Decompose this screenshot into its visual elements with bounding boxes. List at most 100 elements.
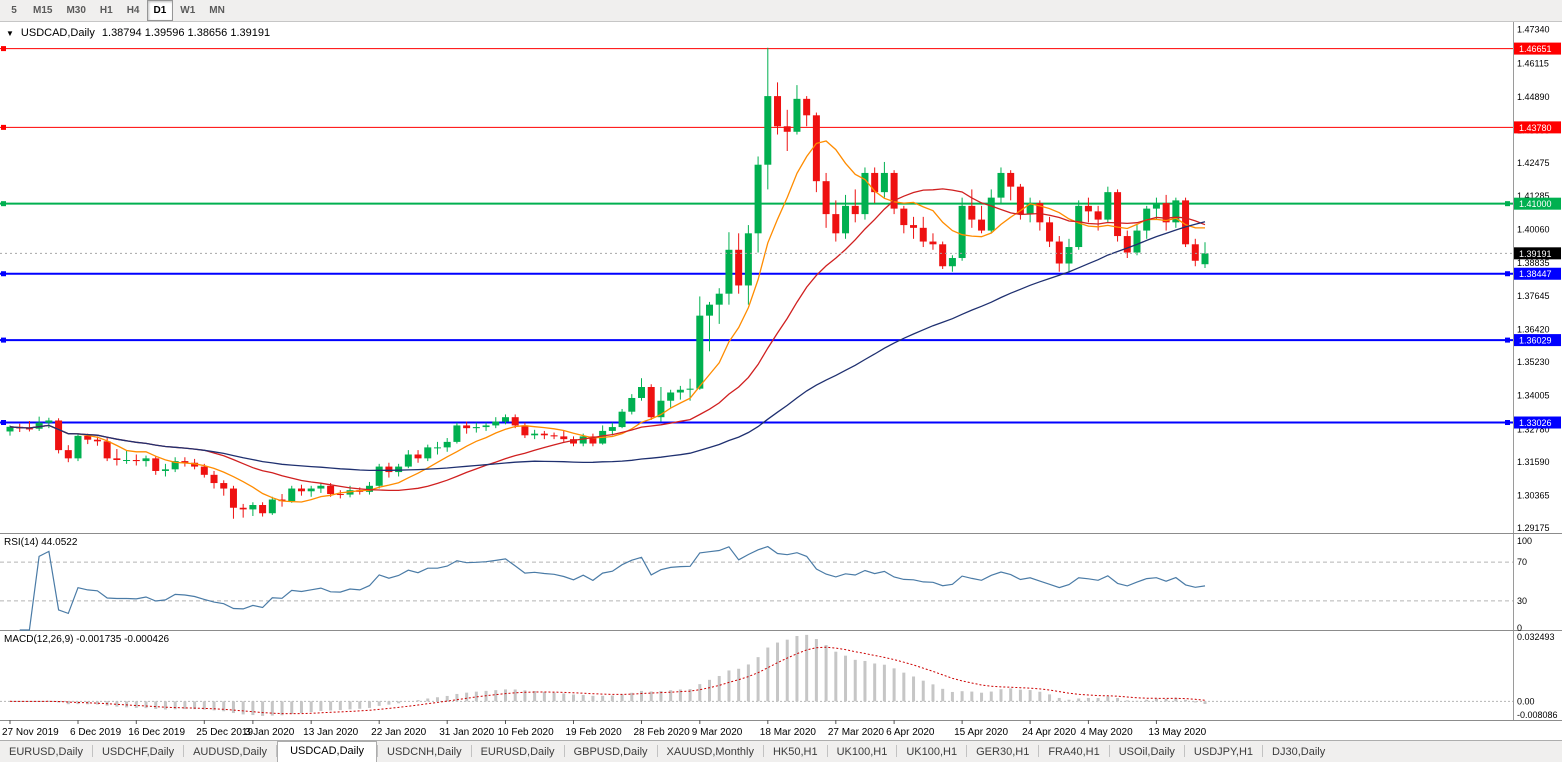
price-axis-tick: 1.46115 bbox=[1517, 58, 1549, 68]
price-axis-tick: 1.40060 bbox=[1517, 224, 1550, 234]
candle-body bbox=[453, 425, 461, 442]
candle-body bbox=[783, 126, 791, 132]
candle-body bbox=[618, 411, 626, 428]
chart-tab-15-dj30-daily[interactable]: DJ30,Daily bbox=[1272, 746, 1326, 758]
timeframe-button-h1[interactable]: H1 bbox=[99, 5, 113, 16]
tab-separator bbox=[966, 745, 968, 757]
chart-tab-6-gbpusd-daily[interactable]: GBPUSD,Daily bbox=[573, 746, 648, 758]
candle-body bbox=[25, 428, 33, 430]
candle-body bbox=[725, 249, 733, 294]
candle-body bbox=[1046, 222, 1054, 242]
price-line-badge-1.36029-text: 1.36029 bbox=[1519, 336, 1552, 346]
candle-4-May bbox=[1084, 197, 1092, 223]
candle-30-Jan bbox=[433, 441, 441, 455]
candle-body bbox=[181, 461, 189, 463]
candle-body bbox=[531, 433, 539, 436]
candle-body bbox=[968, 205, 976, 220]
chart-tab-12-fra40-h1[interactable]: FRA40,H1 bbox=[1048, 746, 1100, 758]
candle-body bbox=[861, 172, 869, 215]
candle-body bbox=[1182, 200, 1190, 245]
chart-tab-11-ger30-h1[interactable]: GER30,H1 bbox=[976, 746, 1030, 758]
candle-5-Mar bbox=[676, 385, 684, 400]
chart-background[interactable] bbox=[0, 22, 1562, 740]
candle-6-Apr bbox=[890, 170, 898, 215]
candlestick-chart[interactable]: 1.473401.461151.448901.436651.424751.412… bbox=[0, 22, 1562, 740]
candle-3-Mar bbox=[657, 387, 665, 422]
price-line-badge-1.46651 bbox=[1514, 42, 1561, 55]
chart-tab-8-hk50-h1[interactable]: HK50,H1 bbox=[772, 746, 818, 758]
chart-tab-2-audusd-daily[interactable]: AUDUSD,Daily bbox=[193, 746, 268, 758]
timeframe-button-h4[interactable]: H4 bbox=[126, 5, 140, 16]
candle-23-Apr bbox=[1016, 183, 1024, 220]
date-axis-label: 27 Mar 2020 bbox=[828, 727, 885, 738]
candle-17-Mar bbox=[754, 156, 762, 253]
line-endpoint-marker[interactable] bbox=[1505, 271, 1510, 277]
candle-30-Apr bbox=[1065, 238, 1073, 272]
timeframe-button-d1[interactable]: D1 bbox=[146, 0, 174, 21]
price-axis-tick: 1.34005 bbox=[1517, 391, 1550, 401]
timeframe-button-mn[interactable]: MN bbox=[209, 5, 225, 16]
timeframe-button-m30[interactable]: M30 bbox=[66, 5, 86, 16]
candle-body bbox=[929, 241, 937, 245]
candle-5-Dec bbox=[64, 445, 72, 463]
candle-27-Dec bbox=[210, 470, 218, 489]
price-axis-tick: 1.32780 bbox=[1517, 424, 1550, 434]
timeframe-button-5[interactable]: 5 bbox=[11, 5, 17, 16]
candle-body bbox=[871, 172, 879, 193]
date-axis-label: 13 Jan 2020 bbox=[303, 727, 358, 738]
candle-10-Feb bbox=[501, 414, 509, 425]
candle-body bbox=[987, 197, 995, 231]
line-endpoint-marker[interactable] bbox=[1505, 337, 1510, 343]
candle-5-Feb bbox=[472, 422, 480, 433]
candle-30-Dec bbox=[220, 480, 228, 496]
candle-body bbox=[171, 461, 179, 470]
candle-body bbox=[443, 441, 451, 448]
date-axis-label: 4 May 2020 bbox=[1080, 727, 1133, 738]
chart-tab-3-usdcad-daily[interactable]: USDCAD,Daily bbox=[277, 741, 378, 762]
date-axis-label: 10 Feb 2020 bbox=[497, 727, 554, 738]
candle-body bbox=[958, 205, 966, 259]
candle-6-Dec bbox=[74, 433, 82, 462]
line-endpoint-marker[interactable] bbox=[1505, 420, 1510, 426]
candle-29-Jan bbox=[424, 444, 432, 462]
timeframe-button-w1[interactable]: W1 bbox=[180, 5, 196, 16]
chart-tab-9-uk100-h1[interactable]: UK100,H1 bbox=[836, 746, 888, 758]
macd-axis-top: 0.032493 bbox=[1517, 632, 1555, 642]
line-endpoint-marker[interactable] bbox=[1, 337, 6, 343]
line-endpoint-marker[interactable] bbox=[1505, 201, 1510, 207]
rsi-axis-label-70: 70 bbox=[1517, 557, 1527, 567]
chart-tab-1-usdchf-daily[interactable]: USDCHF,Daily bbox=[101, 746, 175, 758]
candle-body bbox=[132, 460, 140, 462]
price-line-badge-1.43780-text: 1.43780 bbox=[1519, 123, 1552, 133]
tab-separator bbox=[656, 745, 658, 757]
candle-14-Jan bbox=[317, 483, 325, 493]
line-endpoint-marker[interactable] bbox=[1, 271, 6, 277]
chart-tab-7-xauusd-monthly[interactable]: XAUUSD,Monthly bbox=[666, 746, 754, 758]
line-endpoint-marker[interactable] bbox=[1, 201, 6, 207]
chart-tab-4-usdcnh-daily[interactable]: USDCNH,Daily bbox=[387, 746, 462, 758]
candle-body bbox=[803, 98, 811, 116]
candle-13-Dec bbox=[123, 450, 131, 464]
candle-21-Feb bbox=[589, 433, 597, 447]
candle-body bbox=[1084, 205, 1092, 212]
line-endpoint-marker[interactable] bbox=[1, 46, 6, 52]
candle-body bbox=[463, 425, 471, 429]
candle-7-May bbox=[1114, 189, 1122, 242]
chart-tab-14-usdjpy-h1[interactable]: USDJPY,H1 bbox=[1193, 746, 1254, 758]
price-axis-tick: 1.30365 bbox=[1517, 491, 1550, 501]
candle-body bbox=[822, 181, 830, 215]
candle-body bbox=[1055, 241, 1063, 264]
timeframe-button-m15[interactable]: M15 bbox=[33, 5, 53, 16]
candle-body bbox=[472, 427, 480, 429]
candle-body bbox=[667, 392, 675, 401]
line-endpoint-marker[interactable] bbox=[1, 124, 6, 130]
chart-tab-13-usoil-daily[interactable]: USOil,Daily bbox=[1118, 746, 1175, 758]
tab-separator bbox=[563, 745, 565, 757]
line-endpoint-marker[interactable] bbox=[1, 420, 6, 426]
chart-tab-5-eurusd-daily[interactable]: EURUSD,Daily bbox=[480, 746, 555, 758]
tab-separator bbox=[377, 745, 379, 757]
candle-body bbox=[1075, 205, 1083, 248]
chart-tab-0-eurusd-daily[interactable]: EURUSD,Daily bbox=[9, 746, 83, 758]
candle-7-Jan bbox=[268, 496, 276, 515]
chart-tab-10-uk100-h1[interactable]: UK100,H1 bbox=[906, 746, 958, 758]
